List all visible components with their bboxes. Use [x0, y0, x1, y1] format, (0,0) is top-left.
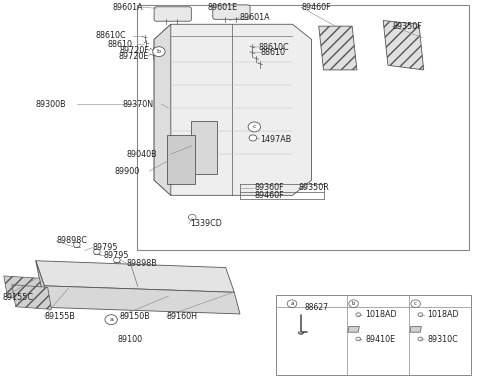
Text: 89300B: 89300B: [35, 100, 66, 109]
Circle shape: [356, 313, 361, 317]
Circle shape: [418, 313, 423, 317]
Circle shape: [349, 300, 359, 308]
Circle shape: [418, 337, 423, 341]
Circle shape: [153, 47, 165, 57]
Polygon shape: [348, 326, 360, 332]
Text: 89370N: 89370N: [123, 100, 154, 109]
Text: a: a: [290, 301, 294, 306]
Text: 89898C: 89898C: [56, 236, 87, 246]
Circle shape: [248, 122, 261, 132]
Circle shape: [94, 249, 100, 254]
Text: 89900: 89900: [115, 167, 140, 175]
Text: 89160H: 89160H: [166, 312, 197, 321]
Bar: [137, 5, 469, 250]
Text: 89360F: 89360F: [254, 183, 284, 192]
Circle shape: [73, 242, 80, 247]
Circle shape: [114, 257, 120, 263]
Text: 88610: 88610: [261, 48, 286, 57]
Text: 89460F: 89460F: [254, 191, 284, 200]
Bar: [276, 295, 471, 375]
Text: 88610: 88610: [108, 39, 132, 49]
FancyBboxPatch shape: [154, 7, 192, 21]
Text: c: c: [414, 301, 417, 306]
Text: 88627: 88627: [304, 303, 328, 312]
Polygon shape: [383, 20, 424, 70]
Polygon shape: [168, 134, 195, 184]
Circle shape: [189, 214, 196, 221]
Text: 89601A: 89601A: [112, 3, 143, 11]
Polygon shape: [154, 24, 171, 195]
Polygon shape: [12, 285, 51, 309]
Text: 89410E: 89410E: [365, 334, 395, 344]
Polygon shape: [410, 326, 421, 332]
Circle shape: [356, 337, 361, 341]
Text: 1018AD: 1018AD: [427, 310, 459, 319]
Circle shape: [287, 300, 297, 308]
Text: 89795: 89795: [104, 251, 130, 260]
Text: 1018AD: 1018AD: [365, 310, 396, 319]
FancyBboxPatch shape: [213, 5, 250, 19]
Text: a: a: [109, 317, 113, 322]
Text: 89795: 89795: [92, 243, 118, 252]
Text: 89720F: 89720F: [120, 46, 149, 56]
Text: 89100: 89100: [118, 335, 143, 344]
Text: b: b: [352, 301, 355, 306]
Circle shape: [249, 135, 257, 141]
Text: 89310C: 89310C: [427, 334, 458, 344]
Text: 88610C: 88610C: [258, 43, 289, 52]
Text: 88610C: 88610C: [96, 31, 126, 40]
Polygon shape: [4, 276, 43, 300]
Polygon shape: [154, 24, 312, 195]
Polygon shape: [36, 261, 49, 308]
Polygon shape: [192, 121, 217, 174]
Text: 89720E: 89720E: [119, 52, 149, 61]
Circle shape: [105, 315, 117, 324]
Polygon shape: [36, 261, 234, 292]
Text: 89155B: 89155B: [44, 312, 75, 321]
Text: 89898B: 89898B: [126, 259, 157, 267]
Text: c: c: [252, 124, 256, 129]
Text: 89155C: 89155C: [2, 293, 33, 302]
Text: 89150B: 89150B: [120, 312, 151, 321]
Text: 89350R: 89350R: [298, 183, 329, 192]
Text: b: b: [157, 49, 161, 54]
Polygon shape: [319, 26, 357, 70]
Text: 1497AB: 1497AB: [260, 134, 291, 144]
Circle shape: [411, 300, 420, 308]
Text: 89601E: 89601E: [207, 3, 238, 11]
Text: 89040B: 89040B: [126, 150, 157, 159]
Polygon shape: [44, 286, 240, 314]
Text: 1339CD: 1339CD: [190, 219, 222, 228]
Text: 89460F: 89460F: [301, 3, 331, 11]
Text: 89601A: 89601A: [239, 13, 270, 22]
Text: 89350F: 89350F: [393, 22, 422, 31]
